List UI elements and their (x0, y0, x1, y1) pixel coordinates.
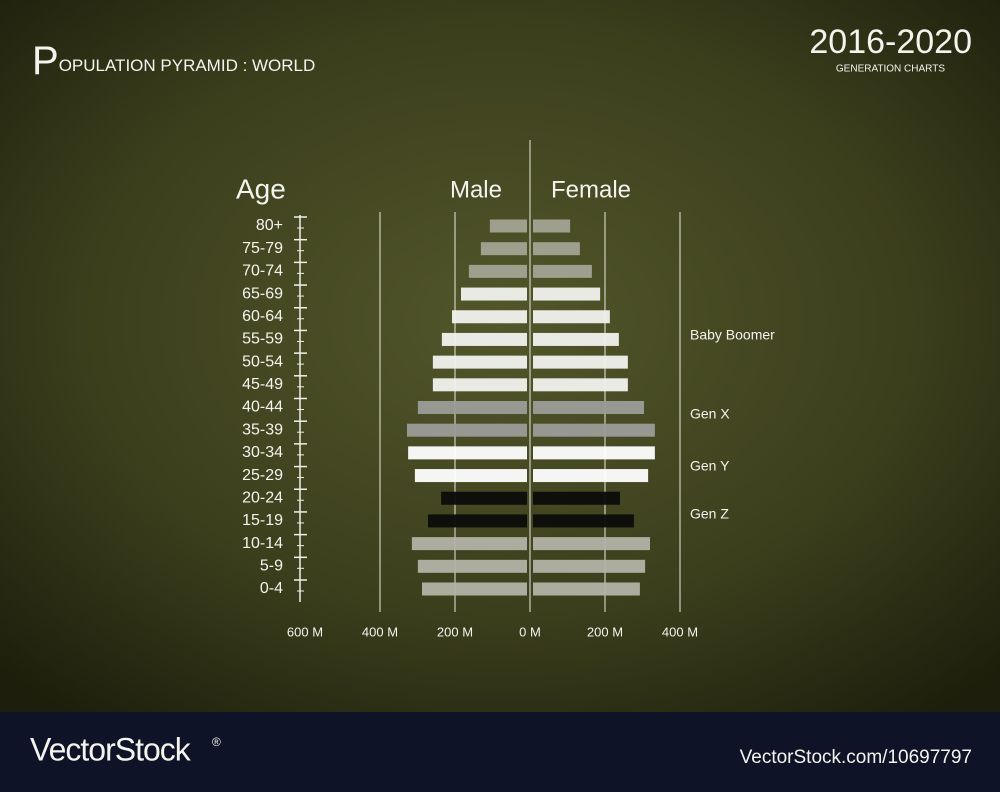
bar (408, 446, 527, 460)
bar (533, 514, 634, 528)
bar (533, 264, 592, 278)
y-tick-label: 45-49 (242, 376, 283, 393)
footer-id: VectorStock.com/10697797 (740, 747, 972, 768)
annotation: Gen Z (690, 506, 729, 522)
annotation: Gen Y (690, 458, 730, 474)
y-tick-label: 20-24 (242, 489, 283, 506)
footer-mark: ® (212, 735, 221, 749)
bar (452, 310, 527, 324)
bar (441, 491, 527, 505)
bar (533, 378, 628, 392)
subtitle-2: GENERATION CHARTS (836, 64, 945, 75)
footer-bar (0, 712, 1000, 792)
bar (417, 559, 527, 573)
bar (533, 219, 571, 233)
x-tick-label: 200 M (437, 624, 473, 639)
x-tick-label: 400 M (662, 624, 698, 639)
y-tick-label: 5-9 (260, 558, 283, 575)
x-tick-label: 600 M (287, 624, 323, 639)
subtitle: 2016-2020 (809, 23, 972, 61)
y-tick-label: 40-44 (242, 399, 283, 416)
bar (422, 582, 527, 596)
bar (489, 219, 527, 233)
y-tick-label: 65-69 (242, 285, 283, 302)
bar (533, 310, 610, 324)
y-tick-label: 15-19 (242, 512, 283, 529)
bar (533, 559, 646, 573)
bar (414, 469, 527, 483)
bar (533, 332, 619, 346)
bar (461, 287, 527, 301)
y-tick-label: 30-34 (242, 444, 283, 461)
bar (533, 491, 620, 505)
bar (411, 537, 527, 551)
x-tick-label: 200 M (587, 624, 623, 639)
bar (533, 423, 655, 437)
y-tick-label: 0-4 (260, 580, 283, 597)
annotation: Gen X (690, 406, 730, 422)
y-tick-label: 60-64 (242, 308, 283, 325)
bar (533, 242, 580, 256)
bar (533, 446, 655, 460)
y-tick-label: 70-74 (242, 263, 283, 280)
y-axis-label: Age (236, 173, 286, 204)
bar (428, 514, 527, 528)
y-tick-label: 75-79 (242, 240, 283, 257)
x-tick-label: 0 M (519, 624, 541, 639)
annotation: Baby Boomer (690, 327, 775, 343)
bar (441, 332, 527, 346)
footer-brand: VectorStock (30, 731, 192, 767)
bar (533, 287, 601, 301)
bar (533, 355, 628, 369)
y-tick-label: 10-14 (242, 535, 283, 552)
legend-female: Female (551, 176, 631, 203)
y-tick-label: 35-39 (242, 421, 283, 438)
legend-male: Male (450, 176, 502, 203)
y-tick-label: 50-54 (242, 353, 283, 370)
bar (533, 401, 644, 414)
y-tick-label: 80+ (256, 217, 283, 234)
bar (533, 469, 649, 483)
bar (533, 582, 640, 596)
y-tick-label: 55-59 (242, 331, 283, 348)
bar (417, 401, 527, 414)
y-tick-label: 25-29 (242, 467, 283, 484)
bar (468, 264, 527, 278)
chart-title: POPULATION PYRAMID : WORLD (32, 39, 315, 83)
bar (407, 423, 527, 437)
x-tick-label: 400 M (362, 624, 398, 639)
bar (480, 242, 527, 256)
bar (432, 378, 527, 392)
bar (533, 537, 650, 551)
bar (432, 355, 527, 369)
